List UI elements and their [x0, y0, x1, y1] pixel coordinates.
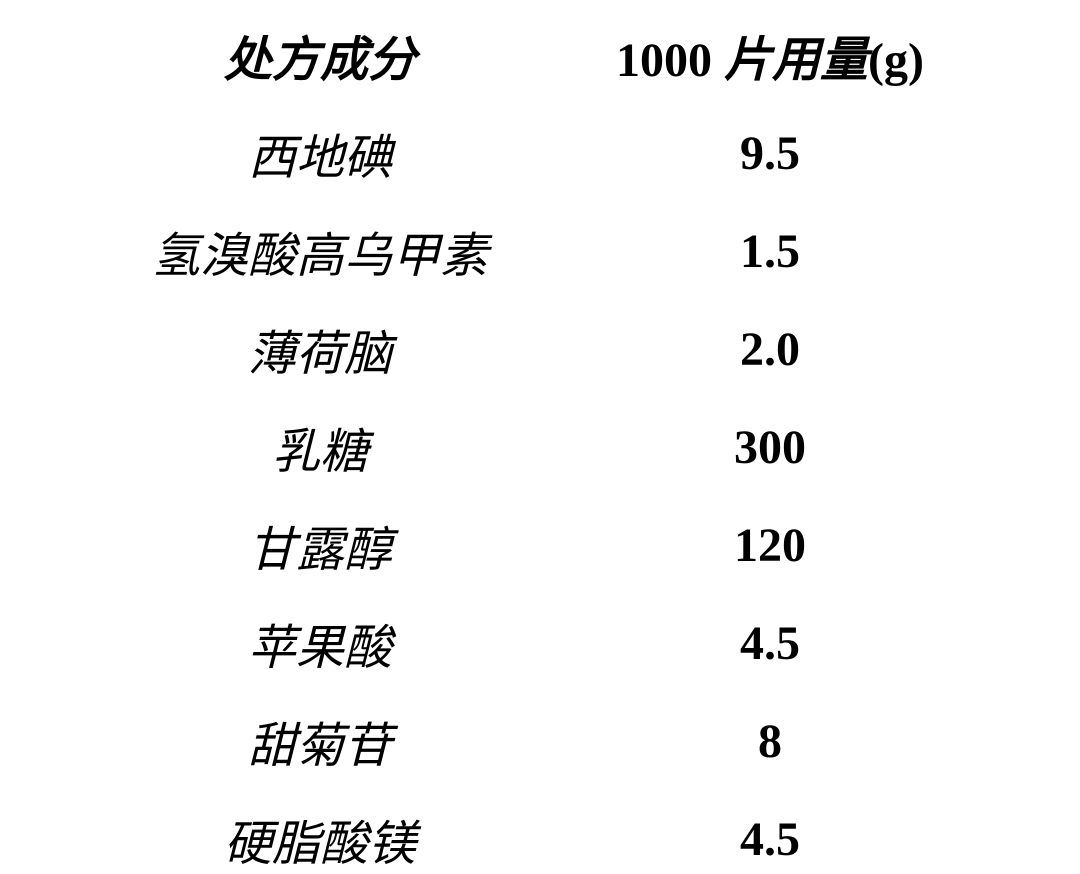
amount-cell: 120	[560, 518, 980, 573]
ingredient-cell: 薄荷脑	[80, 314, 560, 384]
table-header-row: 处方成分 1000 片用量(g)	[80, 20, 1000, 90]
header-amount-suffix: (g)	[868, 34, 924, 87]
header-ingredient-label: 处方成分	[80, 20, 560, 90]
amount-cell: 8	[560, 714, 980, 769]
ingredient-cell: 甘露醇	[80, 510, 560, 580]
table-row: 氢溴酸高乌甲素 1.5	[80, 216, 1000, 286]
amount-cell: 4.5	[560, 616, 980, 671]
amount-cell: 9.5	[560, 126, 980, 181]
header-amount-cjk: 片用量	[724, 34, 868, 87]
amount-cell: 4.5	[560, 812, 980, 867]
ingredient-cell: 西地碘	[80, 118, 560, 188]
table-row: 硬脂酸镁 4.5	[80, 804, 1000, 874]
amount-cell: 1.5	[560, 224, 980, 279]
amount-cell: 2.0	[560, 322, 980, 377]
ingredient-cell: 苹果酸	[80, 608, 560, 678]
header-amount-prefix: 1000	[616, 34, 724, 87]
table-row: 薄荷脑 2.0	[80, 314, 1000, 384]
ingredient-cell: 甜菊苷	[80, 706, 560, 776]
table-row: 西地碘 9.5	[80, 118, 1000, 188]
header-amount-label: 1000 片用量(g)	[560, 20, 980, 90]
amount-cell: 300	[560, 420, 980, 475]
formulation-table: 处方成分 1000 片用量(g) 西地碘 9.5 氢溴酸高乌甲素 1.5 薄荷脑…	[80, 20, 1000, 874]
table-row: 乳糖 300	[80, 412, 1000, 482]
table-row: 甜菊苷 8	[80, 706, 1000, 776]
ingredient-cell: 氢溴酸高乌甲素	[80, 216, 560, 286]
ingredient-cell: 硬脂酸镁	[80, 804, 560, 874]
ingredient-cell: 乳糖	[80, 412, 560, 482]
table-row: 甘露醇 120	[80, 510, 1000, 580]
table-row: 苹果酸 4.5	[80, 608, 1000, 678]
